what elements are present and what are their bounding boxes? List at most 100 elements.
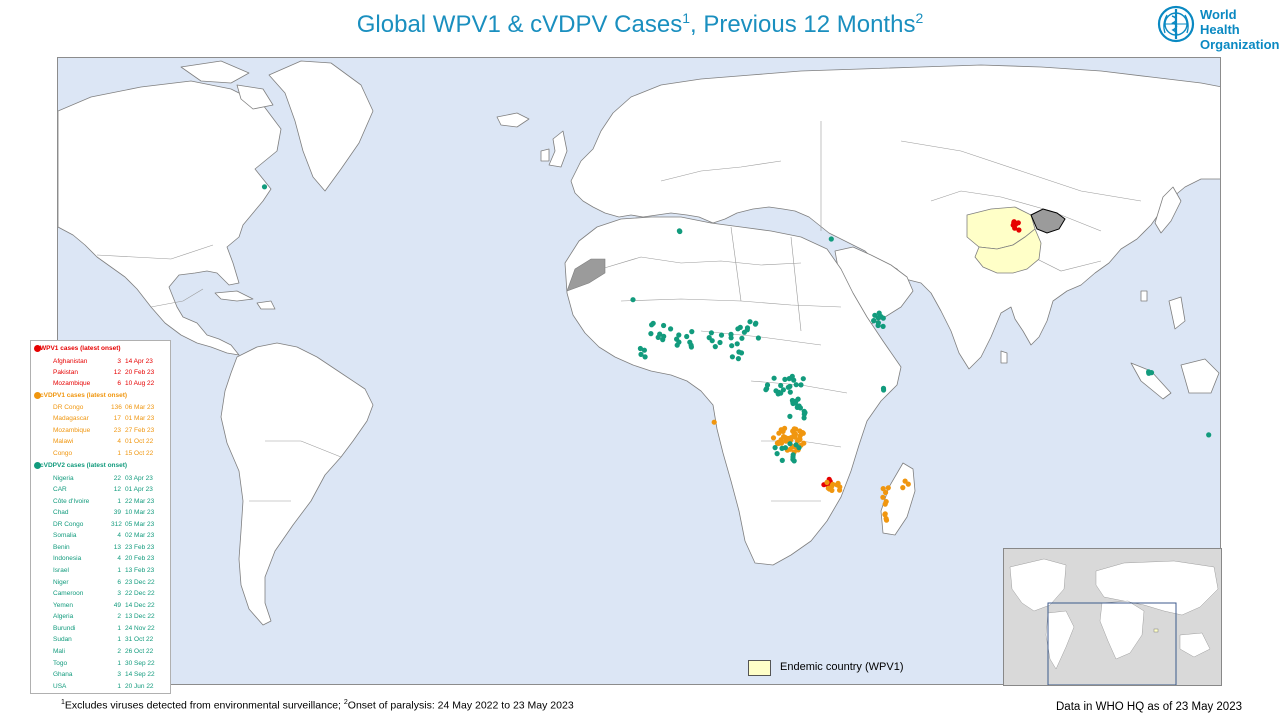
land-madagascar: [880, 462, 916, 536]
cvdpv2-case-marker: [735, 356, 742, 362]
cvdpv2-case-marker: [787, 383, 793, 389]
land-japan: [1154, 186, 1182, 234]
cvdpv2-case-marker: [880, 323, 886, 329]
cvdpv2-case-marker: [878, 313, 884, 320]
legend-row: Togo 1 30 Sep 22: [53, 660, 155, 667]
cvdpv2-case-marker: [739, 335, 745, 341]
no-data-western-sahara: [566, 258, 606, 292]
cvdpv1-case-marker: [905, 481, 911, 487]
cvdpv2-case-marker: [802, 410, 808, 416]
no-data-kashmir: [1030, 208, 1066, 234]
cvdpv2-case-marker: [798, 382, 804, 388]
legend-row: CAR 12 01 Apr 23: [53, 486, 153, 493]
legend-row: Benin 13 23 Feb 23: [53, 544, 155, 551]
cvdpv1-case-marker: [880, 494, 886, 500]
cvdpv2-case-marker: [778, 382, 784, 389]
cvdpv2-marker-icon: [34, 462, 41, 469]
legend-row: Israel 1 13 Feb 23: [53, 567, 155, 574]
legend-row: Mali 2 26 Oct 22: [53, 648, 154, 655]
legend-row: Madagascar 17 01 Mar 23: [53, 415, 155, 422]
legend-row: Mozambique 6 10 Aug 22: [53, 380, 155, 387]
cvdpv2-case-marker: [676, 332, 682, 338]
cvdpv1-case-marker: [837, 484, 843, 490]
cvdpv2-case-marker: [637, 345, 644, 352]
cvdpv2-case-marker: [790, 454, 796, 460]
cvdpv2-case-marker: [706, 335, 712, 341]
cvdpv1-layer: [711, 419, 911, 523]
legend-row: Somalia 4 02 Mar 23: [53, 532, 155, 539]
wpv1-case-marker: [1013, 221, 1019, 227]
legend-row: Congo 1 15 Oct 22: [53, 450, 154, 457]
endemic-pakistan: [974, 228, 1042, 274]
legend-row: Nigeria 22 03 Apr 23: [53, 475, 153, 482]
cvdpv2-case-marker: [744, 325, 751, 331]
who-logo: World Health Organization: [1156, 4, 1279, 52]
cvdpv2-case-marker: [734, 341, 740, 347]
cvdpv2-case-marker: [787, 389, 793, 395]
cvdpv2-case-marker: [674, 336, 680, 342]
cvdpv2-case-marker: [689, 329, 695, 335]
wpv1-marker-icon: [34, 345, 41, 352]
cvdpv1-case-marker: [778, 427, 784, 433]
legend-row: USA 1 20 Jun 22: [53, 683, 154, 690]
land-greenland: [268, 60, 374, 192]
land-arctic-islands: [180, 60, 250, 84]
cvdpv2-case-marker: [787, 441, 793, 447]
map-svg: [58, 60, 1220, 626]
cvdpv2-case-marker: [779, 457, 785, 463]
legend-row: DR Congo 136 06 Mar 23: [53, 404, 155, 411]
cvdpv1-case-marker: [791, 426, 797, 432]
cvdpv2-case-marker: [764, 382, 771, 388]
legend-row: Niger 6 23 Dec 22: [53, 579, 155, 586]
legend-cvdpv1-heading: cVDPV1 cases (latest onset): [34, 391, 127, 401]
cvdpv2-case-marker: [661, 322, 667, 329]
cvdpv2-case-marker: [782, 376, 788, 382]
land-hispaniola: [256, 300, 276, 310]
land-ireland: [540, 148, 550, 162]
legend: WPV1 cases (latest onset) Afghanistan 3 14…: [30, 340, 171, 694]
cvdpv2-case-marker: [797, 405, 804, 411]
cvdpv2-case-marker: [747, 319, 753, 325]
cvdpv2-case-marker: [655, 334, 661, 340]
cvdpv2-case-marker: [773, 388, 779, 394]
cvdpv2-case-marker: [630, 297, 636, 303]
cvdpv2-case-marker: [718, 332, 725, 338]
legend-row: Côte d'Ivoire 1 22 Mar 23: [53, 498, 155, 505]
cvdpv1-case-marker: [883, 489, 889, 496]
wpv1-case-marker: [1012, 225, 1018, 231]
legend-cvdpv2-heading: cVDPV2 cases (latest onset): [34, 461, 127, 471]
cvdpv2-case-marker: [872, 312, 878, 318]
inset-map-svg: [1004, 549, 1221, 685]
cvdpv2-case-marker: [676, 228, 683, 234]
cvdpv2-case-marker: [789, 373, 795, 379]
land-baffin: [236, 84, 274, 110]
legend-row: Algeria 2 13 Dec 22: [53, 613, 155, 620]
cvdpv1-case-marker: [792, 431, 799, 437]
cvdpv2-case-marker: [684, 333, 690, 340]
cvdpv2-case-marker: [801, 415, 807, 421]
cvdpv2-case-marker: [791, 458, 797, 464]
cvdpv2-case-marker: [774, 451, 780, 457]
land-britain: [548, 130, 568, 168]
cvdpv2-case-marker: [828, 236, 834, 242]
cvdpv2-case-marker: [649, 322, 655, 328]
legend-row: Ghana 3 14 Sep 22: [53, 671, 155, 678]
cvdpv1-marker-icon: [34, 392, 41, 399]
land-philippines: [1168, 296, 1186, 330]
cvdpv1-case-marker: [880, 486, 886, 492]
land-taiwan: [1140, 290, 1148, 302]
legend-row: Afghanistan 3 14 Apr 23: [53, 358, 153, 365]
cvdpv1-case-marker: [885, 485, 891, 491]
cvdpv2-case-marker: [261, 184, 268, 190]
legend-row: Burundi 1 24 Nov 22: [53, 625, 155, 632]
land-africa: [564, 216, 902, 566]
cvdpv2-case-marker: [688, 342, 694, 348]
legend-row: Yemen 49 14 Dec 22: [53, 602, 155, 609]
cvdpv2-case-marker: [800, 376, 806, 382]
cvdpv2-case-marker: [779, 445, 785, 451]
cvdpv1-case-marker: [883, 517, 890, 523]
endemic-label: Endemic country (WPV1): [780, 661, 904, 673]
cvdpv1-case-marker: [829, 487, 835, 493]
footnote: 1Excludes viruses detected from environm…: [61, 699, 574, 712]
cvdpv2-case-marker: [755, 335, 762, 341]
